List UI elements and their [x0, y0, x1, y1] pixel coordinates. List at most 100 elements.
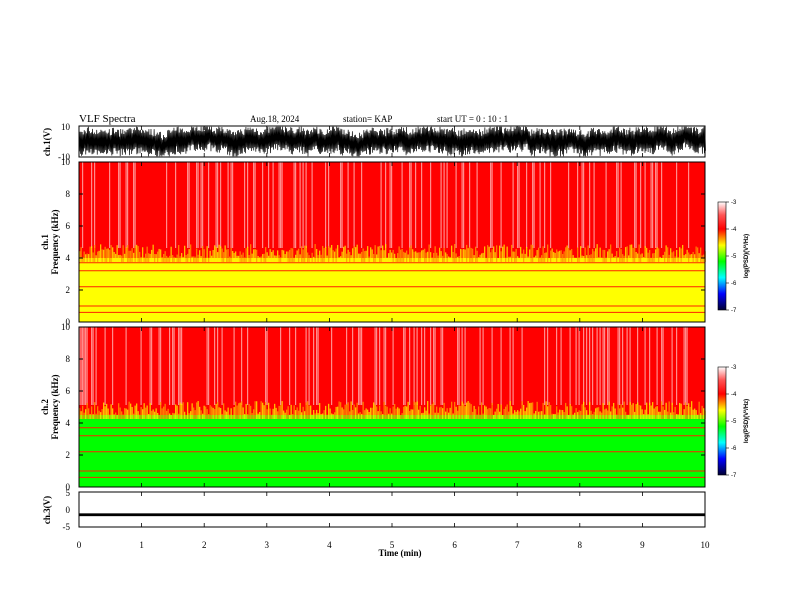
spectrogram-texture	[148, 413, 150, 419]
spectrogram-texture	[310, 257, 312, 262]
spectrogram-texture	[650, 162, 652, 248]
spectrogram-texture	[167, 408, 169, 419]
spectrogram-texture	[623, 401, 625, 419]
spectrogram-texture	[128, 401, 130, 419]
spectrogram-texture	[499, 411, 501, 419]
spectrogram-texture	[130, 250, 132, 262]
spectrogram-texture	[254, 401, 256, 419]
spectrogram-texture	[112, 327, 114, 405]
spectrogram-texture	[283, 250, 285, 262]
spectrogram-texture	[160, 401, 162, 419]
spectrogram-texture	[698, 253, 700, 262]
spectrogram-texture	[217, 162, 219, 248]
spectrogram-texture	[685, 254, 687, 262]
spectrogram-texture	[500, 327, 502, 405]
spectrogram-texture	[215, 247, 217, 262]
spectrogram-texture	[227, 162, 229, 248]
spectrogram-texture	[590, 254, 592, 262]
spectrogram-texture	[218, 407, 220, 419]
spectrogram-texture	[194, 410, 196, 419]
spectrogram-texture	[538, 411, 540, 419]
spectrogram-texture	[355, 247, 357, 262]
spectrogram-texture	[199, 250, 201, 262]
spectrogram-texture	[362, 248, 364, 262]
spectrogram-texture	[592, 327, 594, 405]
spectrogram-texture	[310, 405, 312, 419]
spectrogram-texture	[152, 244, 154, 262]
spectrogram-texture	[524, 411, 526, 419]
spectrogram-texture	[661, 257, 663, 262]
spectrogram-texture	[212, 250, 214, 262]
spectrogram-texture	[482, 413, 484, 419]
spectrogram-texture	[565, 247, 567, 262]
spectrogram-texture	[268, 255, 270, 262]
spectrogram-texture	[371, 407, 373, 419]
spectrogram-texture	[560, 327, 562, 405]
spectrogram-texture	[140, 327, 142, 405]
spectrogram-texture	[611, 253, 613, 262]
spectrogram-texture	[637, 402, 639, 419]
spectrogram-texture	[257, 413, 259, 419]
spectrogram-texture	[542, 246, 544, 262]
spectrogram-texture	[136, 244, 138, 262]
spectrogram-texture	[83, 412, 85, 419]
spectrogram-texture	[583, 162, 585, 248]
spectrogram-texture	[299, 162, 301, 248]
spectrogram-texture	[520, 246, 522, 262]
spectrogram-texture	[295, 410, 297, 419]
spectrogram-texture	[233, 407, 235, 419]
spectrogram-texture	[217, 327, 219, 405]
spectrogram-texture	[539, 257, 541, 262]
spectrogram-texture	[541, 411, 543, 419]
spectrogram-texture	[673, 412, 675, 419]
spectrogram-texture	[509, 401, 511, 419]
spectrogram-texture	[593, 411, 595, 419]
spectrogram-texture	[286, 409, 288, 419]
spectrogram-texture	[143, 257, 145, 262]
spectrogram-texture	[647, 252, 649, 262]
spectrogram-texture	[658, 248, 660, 262]
spectrogram-texture	[521, 401, 523, 419]
spectrogram-texture	[583, 401, 585, 419]
spectrogram-texture	[145, 407, 147, 419]
spectrogram-texture	[688, 252, 690, 262]
spectrogram-texture	[202, 413, 204, 419]
spectrogram-texture	[599, 247, 601, 262]
spectrogram-texture	[205, 406, 207, 419]
spectrogram-texture	[409, 247, 411, 262]
spectrogram-texture	[592, 413, 594, 419]
spectrogram-texture	[358, 413, 360, 419]
spectrogram-texture	[517, 256, 519, 262]
spectrogram-texture	[616, 251, 618, 262]
ytick-label: 0	[66, 482, 71, 492]
spectrogram-texture	[448, 256, 450, 262]
spectrogram-texture	[331, 244, 333, 262]
spectrogram-texture	[128, 250, 130, 262]
spectrogram-texture	[110, 404, 112, 419]
spectrogram-texture	[430, 405, 432, 419]
ytick-label: 6	[66, 386, 71, 396]
spectrogram-texture	[436, 406, 438, 419]
spectrogram-texture	[475, 246, 477, 262]
spectrogram-texture	[302, 406, 304, 419]
spectrogram-texture	[446, 254, 448, 262]
spectrogram-texture	[131, 248, 133, 262]
spectrogram-texture	[673, 251, 675, 262]
spectrogram-texture	[277, 411, 279, 419]
spectrogram-texture	[592, 248, 594, 262]
spectrogram-texture	[241, 254, 243, 262]
spectrogram-texture	[613, 402, 615, 419]
spectrogram-texture	[461, 162, 463, 248]
spectrogram-texture	[532, 162, 534, 248]
spectrogram-texture	[589, 327, 591, 405]
spectrogram-texture	[200, 410, 202, 419]
spectrogram-texture	[596, 407, 598, 419]
ytick-label: 10	[61, 322, 71, 332]
spectrogram-texture	[164, 251, 166, 262]
spectrogram-texture	[107, 408, 109, 419]
spectrogram-texture	[196, 162, 198, 248]
spectrogram-texture	[469, 246, 471, 262]
spectrogram-texture	[646, 402, 648, 419]
spectrogram-texture	[305, 162, 307, 248]
spectrogram-texture	[542, 402, 544, 419]
